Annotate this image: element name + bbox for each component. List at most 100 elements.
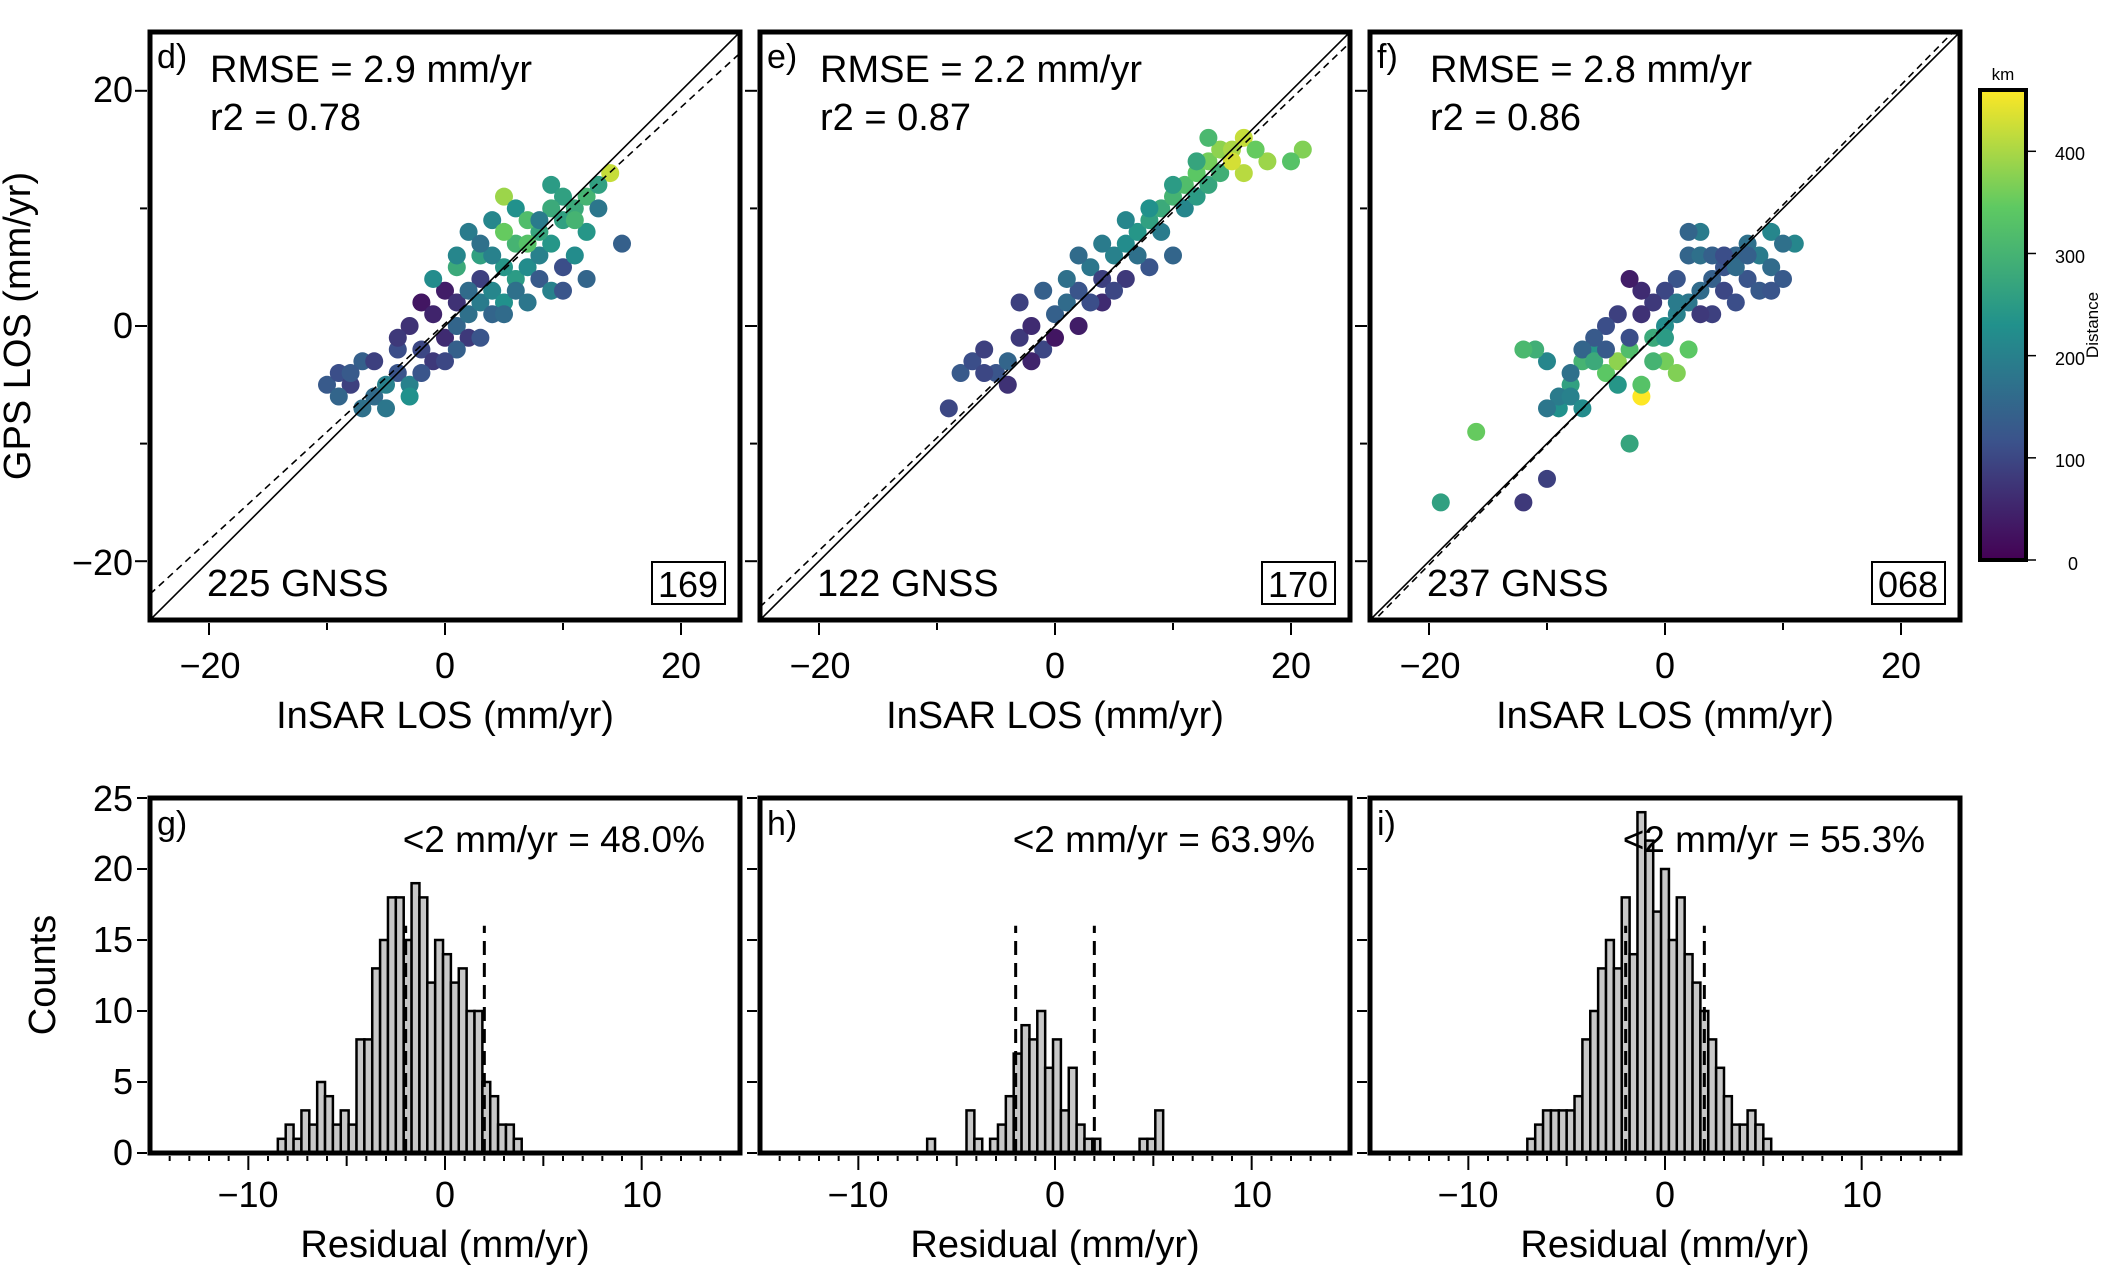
scatter-point <box>483 211 502 230</box>
scatter-point <box>1152 222 1171 241</box>
fit-line <box>1373 32 1955 620</box>
scatter-point <box>1187 187 1206 206</box>
points-layer-e <box>939 128 1312 418</box>
points-layer-f <box>1431 222 1804 512</box>
scatter-point <box>1538 399 1556 418</box>
rmse-text-d: RMSE = 2.9 mm/yr <box>210 49 532 91</box>
scatter-point <box>1164 175 1182 194</box>
scatter-point <box>1057 293 1076 312</box>
gnss-count-e: 122 GNSS <box>817 563 999 605</box>
scatter-point <box>1726 258 1745 277</box>
colorbar-tick-0: 0 <box>2068 554 2078 574</box>
colorbar-ticks <box>2026 150 2036 561</box>
scatter-point <box>1010 328 1029 347</box>
lines-layer-d <box>150 32 740 620</box>
scatter-point <box>1069 317 1088 335</box>
scatter-point <box>1561 364 1580 383</box>
frame-e <box>757 29 1353 623</box>
scatter-point <box>436 328 454 347</box>
scatter-point <box>1293 140 1312 159</box>
colorbar-unit: km <box>1992 65 2015 84</box>
colorbar-tick-400: 400 <box>2055 144 2085 164</box>
scatter-point <box>1597 364 1615 383</box>
hist-y-tick-5: 5 <box>113 1061 133 1102</box>
scatter-point <box>1667 364 1686 383</box>
scatter-point <box>1164 246 1182 265</box>
scatter-point <box>1632 305 1651 324</box>
frame-g <box>147 795 743 1156</box>
scatter-point <box>1093 234 1112 253</box>
scatter-point <box>542 234 561 253</box>
scatter-point <box>1644 293 1663 312</box>
scatter-point <box>939 399 958 418</box>
track-label-d: 169 <box>658 564 718 605</box>
scatter-point <box>1762 222 1781 241</box>
panel-label-e: e) <box>767 38 797 76</box>
colorbar-label: Distance <box>2083 292 2102 358</box>
panel-label-i: i) <box>1377 805 1396 843</box>
scatter-point <box>400 317 419 335</box>
scatter-point <box>1431 493 1450 512</box>
scatter-point <box>613 234 631 253</box>
scatter-point <box>1211 164 1230 183</box>
scatter-point <box>1585 328 1604 347</box>
x-tick-f-20: 20 <box>1881 645 1921 686</box>
scatter-point <box>1608 352 1627 371</box>
scatter-point <box>495 305 513 324</box>
bars-layer-i <box>1370 810 1960 1155</box>
hist-ticks-h <box>747 797 1332 1170</box>
scatter-point <box>1762 258 1781 277</box>
scatter-point <box>1116 211 1135 230</box>
hist-x-label-h: Residual (mm/yr) <box>910 1224 1199 1266</box>
track-box-d <box>651 561 726 605</box>
scatter-point <box>1105 281 1123 300</box>
frame-f <box>1367 29 1963 623</box>
scatter-point <box>1644 352 1663 371</box>
panel-label-h: h) <box>767 805 797 843</box>
scatter-point <box>1667 293 1686 312</box>
scatter-point <box>506 199 525 218</box>
x-tick-f-neg20: −20 <box>1399 645 1460 686</box>
fit-line <box>760 42 1350 608</box>
colorbar: km 0 100 200 300 400 Distance <box>1978 65 2102 574</box>
hist-x-tick-i-0: 0 <box>1655 1174 1675 1215</box>
scatter-point <box>318 375 336 394</box>
x-tick-d-neg20: −20 <box>179 645 240 686</box>
scatter-point <box>975 340 994 359</box>
scatter-point <box>506 281 525 300</box>
scatter-point <box>1738 269 1757 288</box>
scatter-point <box>447 293 466 312</box>
hist-x-tick-h-10: 10 <box>1232 1174 1272 1215</box>
x-axis-label-d: InSAR LOS (mm/yr) <box>276 695 614 737</box>
scatter-point <box>1774 269 1792 288</box>
scatter-point <box>495 187 513 206</box>
scatter-point <box>1715 281 1733 300</box>
hist-x-tick-g-0: 0 <box>435 1174 455 1215</box>
scatter-point <box>1022 317 1041 335</box>
panel-label-d: d) <box>157 38 187 76</box>
scatter-point <box>1679 222 1698 241</box>
scatter-point <box>1128 246 1147 265</box>
scatter-point <box>1234 164 1253 183</box>
scatter-point <box>459 281 478 300</box>
scatter-point <box>459 222 478 241</box>
hist-x-tick-i-10: 10 <box>1842 1174 1882 1215</box>
scatter-point <box>471 234 490 253</box>
hist-x-label-i: Residual (mm/yr) <box>1520 1224 1809 1266</box>
colorbar-tick-300: 300 <box>2055 247 2085 267</box>
hist-y-tick-20: 20 <box>93 848 133 889</box>
frame-h <box>757 795 1353 1156</box>
rmse-text-e: RMSE = 2.2 mm/yr <box>820 49 1142 91</box>
scatter-point <box>1715 246 1733 265</box>
scatter-point <box>1057 269 1076 288</box>
y-tick-d-neg20: −20 <box>72 542 133 583</box>
lines-layer-f <box>1370 32 1960 620</box>
scatter-point <box>1632 375 1651 394</box>
colorbar-gradient <box>1978 88 2028 562</box>
scatter-point <box>1223 152 1241 171</box>
y-tick-d-20: 20 <box>93 69 133 110</box>
scatter-point <box>518 258 537 277</box>
ticks-d <box>135 89 682 635</box>
scatter-point <box>447 317 466 335</box>
hist-y-tick-15: 15 <box>93 919 133 960</box>
